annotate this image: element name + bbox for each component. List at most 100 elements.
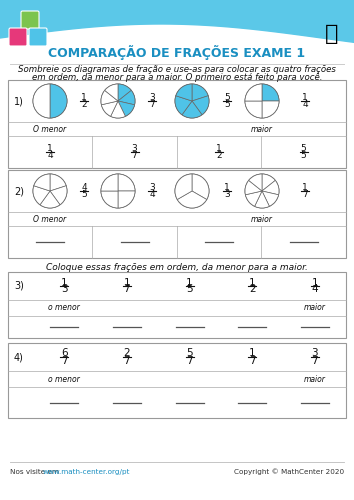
Text: 3: 3 xyxy=(149,93,155,102)
Text: 3: 3 xyxy=(132,144,137,153)
Wedge shape xyxy=(175,174,192,200)
Wedge shape xyxy=(245,191,262,206)
Wedge shape xyxy=(245,84,262,101)
Wedge shape xyxy=(192,96,209,115)
Text: Coloque essas frações em ordem, da menor para a maior.: Coloque essas frações em ordem, da menor… xyxy=(46,262,308,272)
Wedge shape xyxy=(102,101,118,116)
Wedge shape xyxy=(110,101,125,118)
Text: 1: 1 xyxy=(186,278,193,287)
Wedge shape xyxy=(262,101,279,118)
Wedge shape xyxy=(176,84,192,101)
Text: 4: 4 xyxy=(47,151,53,160)
Text: 1: 1 xyxy=(249,348,256,358)
Wedge shape xyxy=(118,84,131,101)
Wedge shape xyxy=(249,174,262,191)
Text: 7: 7 xyxy=(124,356,130,366)
Wedge shape xyxy=(101,174,118,191)
Text: 5: 5 xyxy=(186,348,193,358)
Text: 1: 1 xyxy=(61,278,68,287)
Text: 2: 2 xyxy=(216,151,222,160)
Text: 3: 3 xyxy=(224,190,230,199)
Circle shape xyxy=(245,174,279,208)
Text: 1: 1 xyxy=(312,278,318,287)
Text: COMPARAÇÃO DE FRAÇÕES EXAME 1: COMPARAÇÃO DE FRAÇÕES EXAME 1 xyxy=(48,46,306,60)
Text: 3: 3 xyxy=(61,284,68,294)
Text: o menor: o menor xyxy=(48,304,80,312)
Wedge shape xyxy=(40,191,60,208)
Text: 5: 5 xyxy=(301,151,306,160)
Wedge shape xyxy=(175,96,192,115)
Wedge shape xyxy=(101,191,118,208)
Text: 1: 1 xyxy=(124,278,130,287)
Text: 7: 7 xyxy=(124,284,130,294)
Circle shape xyxy=(101,84,135,118)
Text: 1: 1 xyxy=(249,278,256,287)
Text: 2: 2 xyxy=(124,348,130,358)
Text: 7: 7 xyxy=(302,190,308,199)
Text: Copyright © MathCenter 2020: Copyright © MathCenter 2020 xyxy=(234,468,344,475)
Text: 7: 7 xyxy=(249,356,256,366)
Text: O menor: O menor xyxy=(33,124,67,134)
Text: 3): 3) xyxy=(14,281,24,291)
Text: 4: 4 xyxy=(81,183,87,192)
Wedge shape xyxy=(118,174,135,191)
Bar xyxy=(8,272,346,338)
FancyBboxPatch shape xyxy=(29,28,47,46)
Text: 1: 1 xyxy=(224,183,230,192)
Wedge shape xyxy=(50,84,67,118)
FancyBboxPatch shape xyxy=(9,28,27,46)
Text: em ordem, da menor para a maior. O primeiro está feito para você.: em ordem, da menor para a maior. O prime… xyxy=(32,72,322,82)
Text: maior: maior xyxy=(304,374,326,384)
Text: 4): 4) xyxy=(14,352,24,362)
Wedge shape xyxy=(262,191,279,206)
Wedge shape xyxy=(118,90,135,105)
Text: maior: maior xyxy=(304,304,326,312)
Wedge shape xyxy=(34,174,50,191)
Text: 2): 2) xyxy=(14,186,24,196)
Text: Nos visite em: Nos visite em xyxy=(10,469,61,475)
Wedge shape xyxy=(245,180,262,195)
Wedge shape xyxy=(33,84,50,118)
Wedge shape xyxy=(192,84,208,101)
Text: 7: 7 xyxy=(61,356,68,366)
Circle shape xyxy=(245,84,279,118)
Circle shape xyxy=(175,84,209,118)
Text: 5: 5 xyxy=(224,93,230,102)
Wedge shape xyxy=(50,186,67,205)
Wedge shape xyxy=(33,186,50,205)
Text: O menor: O menor xyxy=(33,214,67,224)
Text: 5: 5 xyxy=(81,190,87,199)
Circle shape xyxy=(33,174,67,208)
FancyBboxPatch shape xyxy=(21,11,39,29)
Circle shape xyxy=(33,84,67,118)
Text: 1: 1 xyxy=(47,144,53,153)
Text: 7: 7 xyxy=(132,151,137,160)
Bar xyxy=(8,80,346,168)
Text: 3: 3 xyxy=(312,348,318,358)
Bar xyxy=(8,170,346,258)
Text: 3: 3 xyxy=(149,183,155,192)
Text: 👾: 👾 xyxy=(325,24,339,44)
Wedge shape xyxy=(105,84,118,101)
Wedge shape xyxy=(177,191,207,208)
Wedge shape xyxy=(118,101,135,116)
Wedge shape xyxy=(182,101,202,118)
Text: 4: 4 xyxy=(149,190,155,199)
Text: 1): 1) xyxy=(14,96,24,106)
Text: 4: 4 xyxy=(302,100,308,109)
Text: 5: 5 xyxy=(224,100,230,109)
Circle shape xyxy=(101,174,135,208)
Wedge shape xyxy=(192,174,209,200)
Text: 7: 7 xyxy=(312,356,318,366)
Text: 1: 1 xyxy=(302,183,308,192)
Bar xyxy=(8,343,346,418)
Wedge shape xyxy=(255,191,269,208)
Wedge shape xyxy=(262,84,279,101)
Text: 2: 2 xyxy=(249,284,256,294)
Text: o menor: o menor xyxy=(48,374,80,384)
Text: maior: maior xyxy=(251,214,273,224)
Circle shape xyxy=(175,174,209,208)
Text: 7: 7 xyxy=(186,356,193,366)
Text: 6: 6 xyxy=(61,348,68,358)
Text: 5: 5 xyxy=(186,284,193,294)
